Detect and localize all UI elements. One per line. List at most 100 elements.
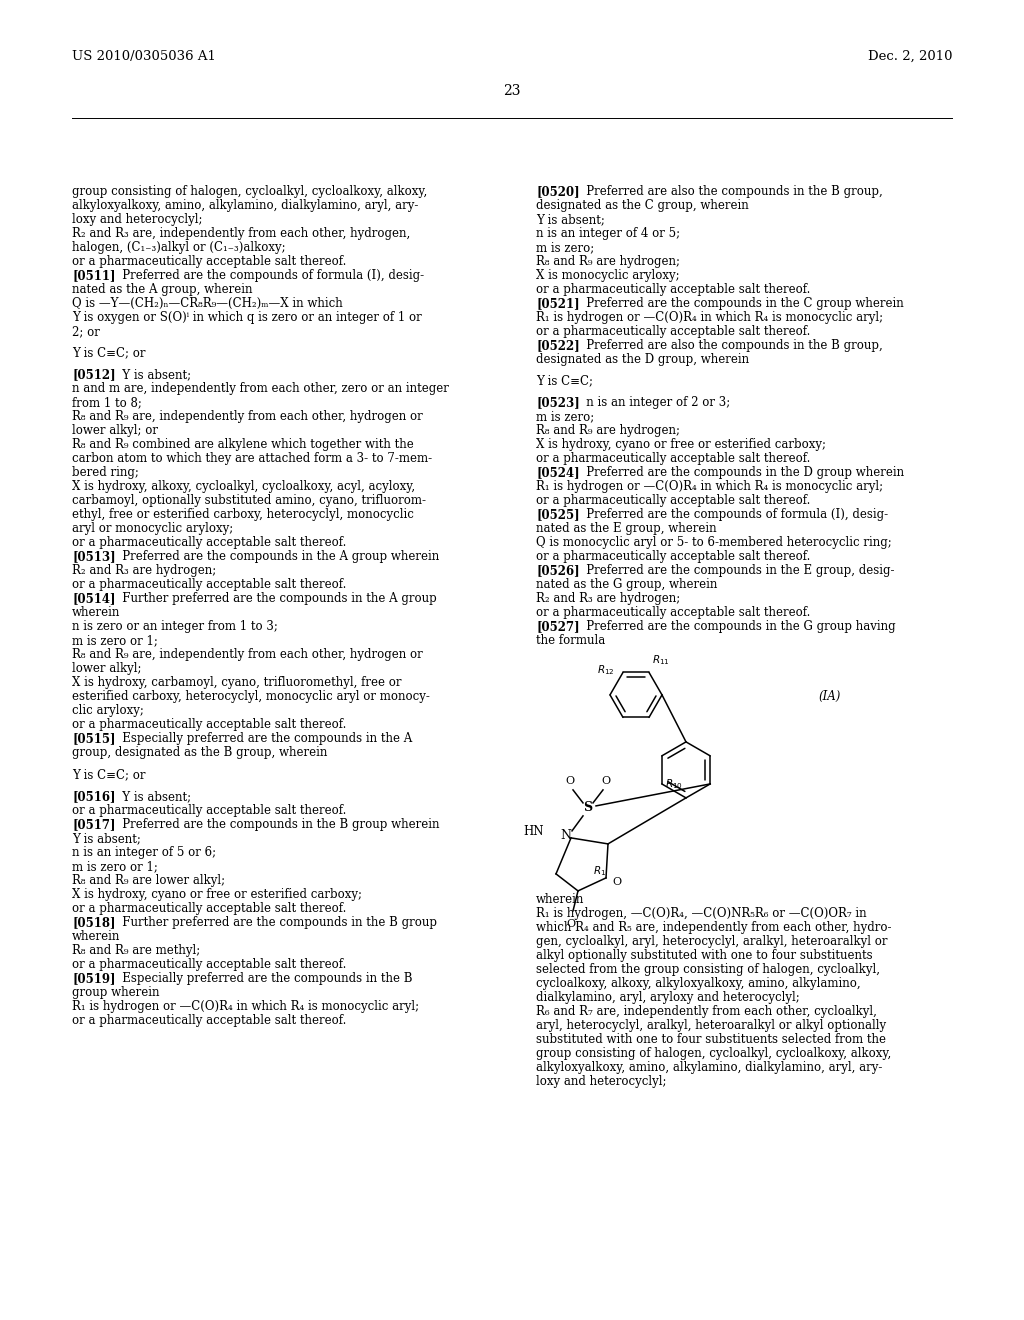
Text: X is monocyclic aryloxy;: X is monocyclic aryloxy;	[536, 269, 680, 282]
Text: R₈ and R₉ combined are alkylene which together with the: R₈ and R₉ combined are alkylene which to…	[72, 438, 414, 451]
Text: or a pharmaceutically acceptable salt thereof.: or a pharmaceutically acceptable salt th…	[72, 804, 346, 817]
Text: [0526]: [0526]	[536, 565, 580, 577]
Text: Preferred are also the compounds in the B group,: Preferred are also the compounds in the …	[575, 185, 883, 198]
Text: [0514]: [0514]	[72, 593, 116, 606]
Text: esterified carboxy, heterocyclyl, monocyclic aryl or monocy-: esterified carboxy, heterocyclyl, monocy…	[72, 690, 430, 704]
Text: $R_{10}$: $R_{10}$	[665, 777, 683, 791]
Text: US 2010/0305036 A1: US 2010/0305036 A1	[72, 50, 216, 63]
Text: from 1 to 8;: from 1 to 8;	[72, 396, 142, 409]
Text: R₈ and R₉ are, independently from each other, hydrogen or: R₈ and R₉ are, independently from each o…	[72, 411, 423, 424]
Text: [0513]: [0513]	[72, 550, 116, 564]
Text: R₈ and R₉ are lower alkyl;: R₈ and R₉ are lower alkyl;	[72, 874, 225, 887]
Text: 23: 23	[503, 84, 521, 98]
Text: [0527]: [0527]	[536, 620, 580, 634]
Text: Further preferred are the compounds in the B group: Further preferred are the compounds in t…	[111, 916, 437, 929]
Text: Y is C≡C; or: Y is C≡C; or	[72, 347, 145, 360]
Text: carbamoyl, optionally substituted amino, cyano, trifluorom-: carbamoyl, optionally substituted amino,…	[72, 495, 426, 507]
Text: n is an integer of 2 or 3;: n is an integer of 2 or 3;	[575, 396, 730, 409]
Text: m is zero or 1;: m is zero or 1;	[72, 859, 158, 873]
Text: [0523]: [0523]	[536, 396, 580, 409]
Text: alkyloxyalkoxy, amino, alkylamino, dialkylamino, aryl, ary-: alkyloxyalkoxy, amino, alkylamino, dialk…	[72, 199, 419, 213]
Text: Preferred are the compounds of formula (I), desig-: Preferred are the compounds of formula (…	[111, 269, 424, 282]
Text: or a pharmaceutically acceptable salt thereof.: or a pharmaceutically acceptable salt th…	[536, 325, 810, 338]
Text: gen, cycloalkyl, aryl, heterocyclyl, aralkyl, heteroaralkyl or: gen, cycloalkyl, aryl, heterocyclyl, ara…	[536, 936, 888, 948]
Text: R₆ and R₇ are, independently from each other, cycloalkyl,: R₆ and R₇ are, independently from each o…	[536, 1006, 877, 1019]
Text: group consisting of halogen, cycloalkyl, cycloalkoxy, alkoxy,: group consisting of halogen, cycloalkyl,…	[72, 185, 427, 198]
Text: [0519]: [0519]	[72, 972, 116, 985]
Text: Especially preferred are the compounds in the B: Especially preferred are the compounds i…	[111, 972, 413, 985]
Text: R₁ is hydrogen or —C(O)R₄ in which R₄ is monocyclic aryl;: R₁ is hydrogen or —C(O)R₄ in which R₄ is…	[536, 480, 883, 494]
Text: or a pharmaceutically acceptable salt thereof.: or a pharmaceutically acceptable salt th…	[72, 255, 346, 268]
Text: loxy and heterocyclyl;: loxy and heterocyclyl;	[72, 213, 203, 226]
Text: n is zero or an integer from 1 to 3;: n is zero or an integer from 1 to 3;	[72, 620, 278, 634]
Text: R₈ and R₉ are hydrogen;: R₈ and R₉ are hydrogen;	[536, 255, 680, 268]
Text: R₈ and R₉ are hydrogen;: R₈ and R₉ are hydrogen;	[536, 425, 680, 437]
Text: lower alkyl;: lower alkyl;	[72, 663, 141, 676]
Text: wherein: wherein	[72, 929, 121, 942]
Text: [0516]: [0516]	[72, 789, 116, 803]
Text: designated as the C group, wherein: designated as the C group, wherein	[536, 199, 749, 213]
Text: Preferred are the compounds in the D group wherein: Preferred are the compounds in the D gro…	[575, 466, 904, 479]
Text: Especially preferred are the compounds in the A: Especially preferred are the compounds i…	[111, 733, 413, 746]
Text: designated as the D group, wherein: designated as the D group, wherein	[536, 352, 750, 366]
Text: (IA): (IA)	[818, 690, 841, 704]
Text: Further preferred are the compounds in the A group: Further preferred are the compounds in t…	[111, 593, 437, 606]
Text: O: O	[565, 776, 574, 785]
Text: wherein: wherein	[536, 894, 585, 907]
Text: nated as the A group, wherein: nated as the A group, wherein	[72, 282, 253, 296]
Text: Q is —Y—(CH₂)ₙ—CR₈R₉—(CH₂)ₘ—X in which: Q is —Y—(CH₂)ₙ—CR₈R₉—(CH₂)ₘ—X in which	[72, 297, 343, 310]
Text: R₁ is hydrogen or —C(O)R₄ in which R₄ is monocyclic aryl;: R₁ is hydrogen or —C(O)R₄ in which R₄ is…	[536, 312, 883, 323]
Text: group wherein: group wherein	[72, 986, 160, 999]
Text: [0520]: [0520]	[536, 185, 580, 198]
Text: X is hydroxy, cyano or free or esterified carboxy;: X is hydroxy, cyano or free or esterifie…	[72, 888, 362, 900]
Text: Y is absent;: Y is absent;	[111, 789, 191, 803]
Text: substituted with one to four substituents selected from the: substituted with one to four substituent…	[536, 1034, 886, 1047]
Text: aryl, heterocyclyl, aralkyl, heteroaralkyl or alkyl optionally: aryl, heterocyclyl, aralkyl, heteroaralk…	[536, 1019, 886, 1032]
Text: Y is absent;: Y is absent;	[72, 832, 141, 845]
Text: O: O	[601, 776, 610, 785]
Text: group consisting of halogen, cycloalkyl, cycloalkoxy, alkoxy,: group consisting of halogen, cycloalkyl,…	[536, 1047, 891, 1060]
Text: Dec. 2, 2010: Dec. 2, 2010	[867, 50, 952, 63]
Text: [0525]: [0525]	[536, 508, 580, 521]
Text: bered ring;: bered ring;	[72, 466, 139, 479]
Text: or a pharmaceutically acceptable salt thereof.: or a pharmaceutically acceptable salt th…	[536, 282, 810, 296]
Text: Y is oxygen or S(O)ⁱ in which q is zero or an integer of 1 or: Y is oxygen or S(O)ⁱ in which q is zero …	[72, 312, 422, 323]
Text: R₂ and R₃ are, independently from each other, hydrogen,: R₂ and R₃ are, independently from each o…	[72, 227, 411, 240]
Text: Y is absent;: Y is absent;	[111, 368, 191, 381]
Text: X is hydroxy, cyano or free or esterified carboxy;: X is hydroxy, cyano or free or esterifie…	[536, 438, 826, 451]
Text: cycloalkoxy, alkoxy, alkyloxyalkoxy, amino, alkylamino,: cycloalkoxy, alkoxy, alkyloxyalkoxy, ami…	[536, 977, 860, 990]
Text: Y is C≡C;: Y is C≡C;	[536, 375, 593, 388]
Text: nated as the G group, wherein: nated as the G group, wherein	[536, 578, 718, 591]
Text: n is an integer of 5 or 6;: n is an integer of 5 or 6;	[72, 846, 216, 859]
Text: HN: HN	[523, 825, 544, 838]
Text: Y is C≡C; or: Y is C≡C; or	[72, 768, 145, 781]
Text: or a pharmaceutically acceptable salt thereof.: or a pharmaceutically acceptable salt th…	[536, 453, 810, 466]
Text: m is zero;: m is zero;	[536, 242, 594, 253]
Text: n and m are, independently from each other, zero or an integer: n and m are, independently from each oth…	[72, 383, 449, 396]
Text: 2; or: 2; or	[72, 325, 100, 338]
Text: group, designated as the B group, wherein: group, designated as the B group, wherei…	[72, 746, 328, 759]
Text: or a pharmaceutically acceptable salt thereof.: or a pharmaceutically acceptable salt th…	[536, 606, 810, 619]
Text: Y is absent;: Y is absent;	[536, 213, 605, 226]
Text: which R₄ and R₅ are, independently from each other, hydro-: which R₄ and R₅ are, independently from …	[536, 921, 892, 935]
Text: aryl or monocyclic aryloxy;: aryl or monocyclic aryloxy;	[72, 523, 233, 536]
Text: or a pharmaceutically acceptable salt thereof.: or a pharmaceutically acceptable salt th…	[72, 1014, 346, 1027]
Text: wherein: wherein	[72, 606, 121, 619]
Text: or a pharmaceutically acceptable salt thereof.: or a pharmaceutically acceptable salt th…	[72, 718, 346, 731]
Text: or a pharmaceutically acceptable salt thereof.: or a pharmaceutically acceptable salt th…	[72, 578, 346, 591]
Text: or a pharmaceutically acceptable salt thereof.: or a pharmaceutically acceptable salt th…	[536, 550, 810, 564]
Text: Preferred are the compounds in the G group having: Preferred are the compounds in the G gro…	[575, 620, 896, 634]
Text: [0522]: [0522]	[536, 339, 580, 352]
Text: O: O	[612, 876, 622, 887]
Text: nated as the E group, wherein: nated as the E group, wherein	[536, 523, 717, 536]
Text: m is zero;: m is zero;	[536, 411, 594, 424]
Text: or a pharmaceutically acceptable salt thereof.: or a pharmaceutically acceptable salt th…	[536, 495, 810, 507]
Text: or a pharmaceutically acceptable salt thereof.: or a pharmaceutically acceptable salt th…	[72, 536, 346, 549]
Text: ethyl, free or esterified carboxy, heterocyclyl, monocyclic: ethyl, free or esterified carboxy, heter…	[72, 508, 414, 521]
Text: Preferred are the compounds of formula (I), desig-: Preferred are the compounds of formula (…	[575, 508, 888, 521]
Text: clic aryloxy;: clic aryloxy;	[72, 705, 144, 717]
Text: R₂ and R₃ are hydrogen;: R₂ and R₃ are hydrogen;	[72, 565, 216, 577]
Text: O: O	[566, 919, 575, 929]
Text: $R_{11}$: $R_{11}$	[652, 653, 670, 668]
Text: Q is monocyclic aryl or 5- to 6-membered heterocyclic ring;: Q is monocyclic aryl or 5- to 6-membered…	[536, 536, 892, 549]
